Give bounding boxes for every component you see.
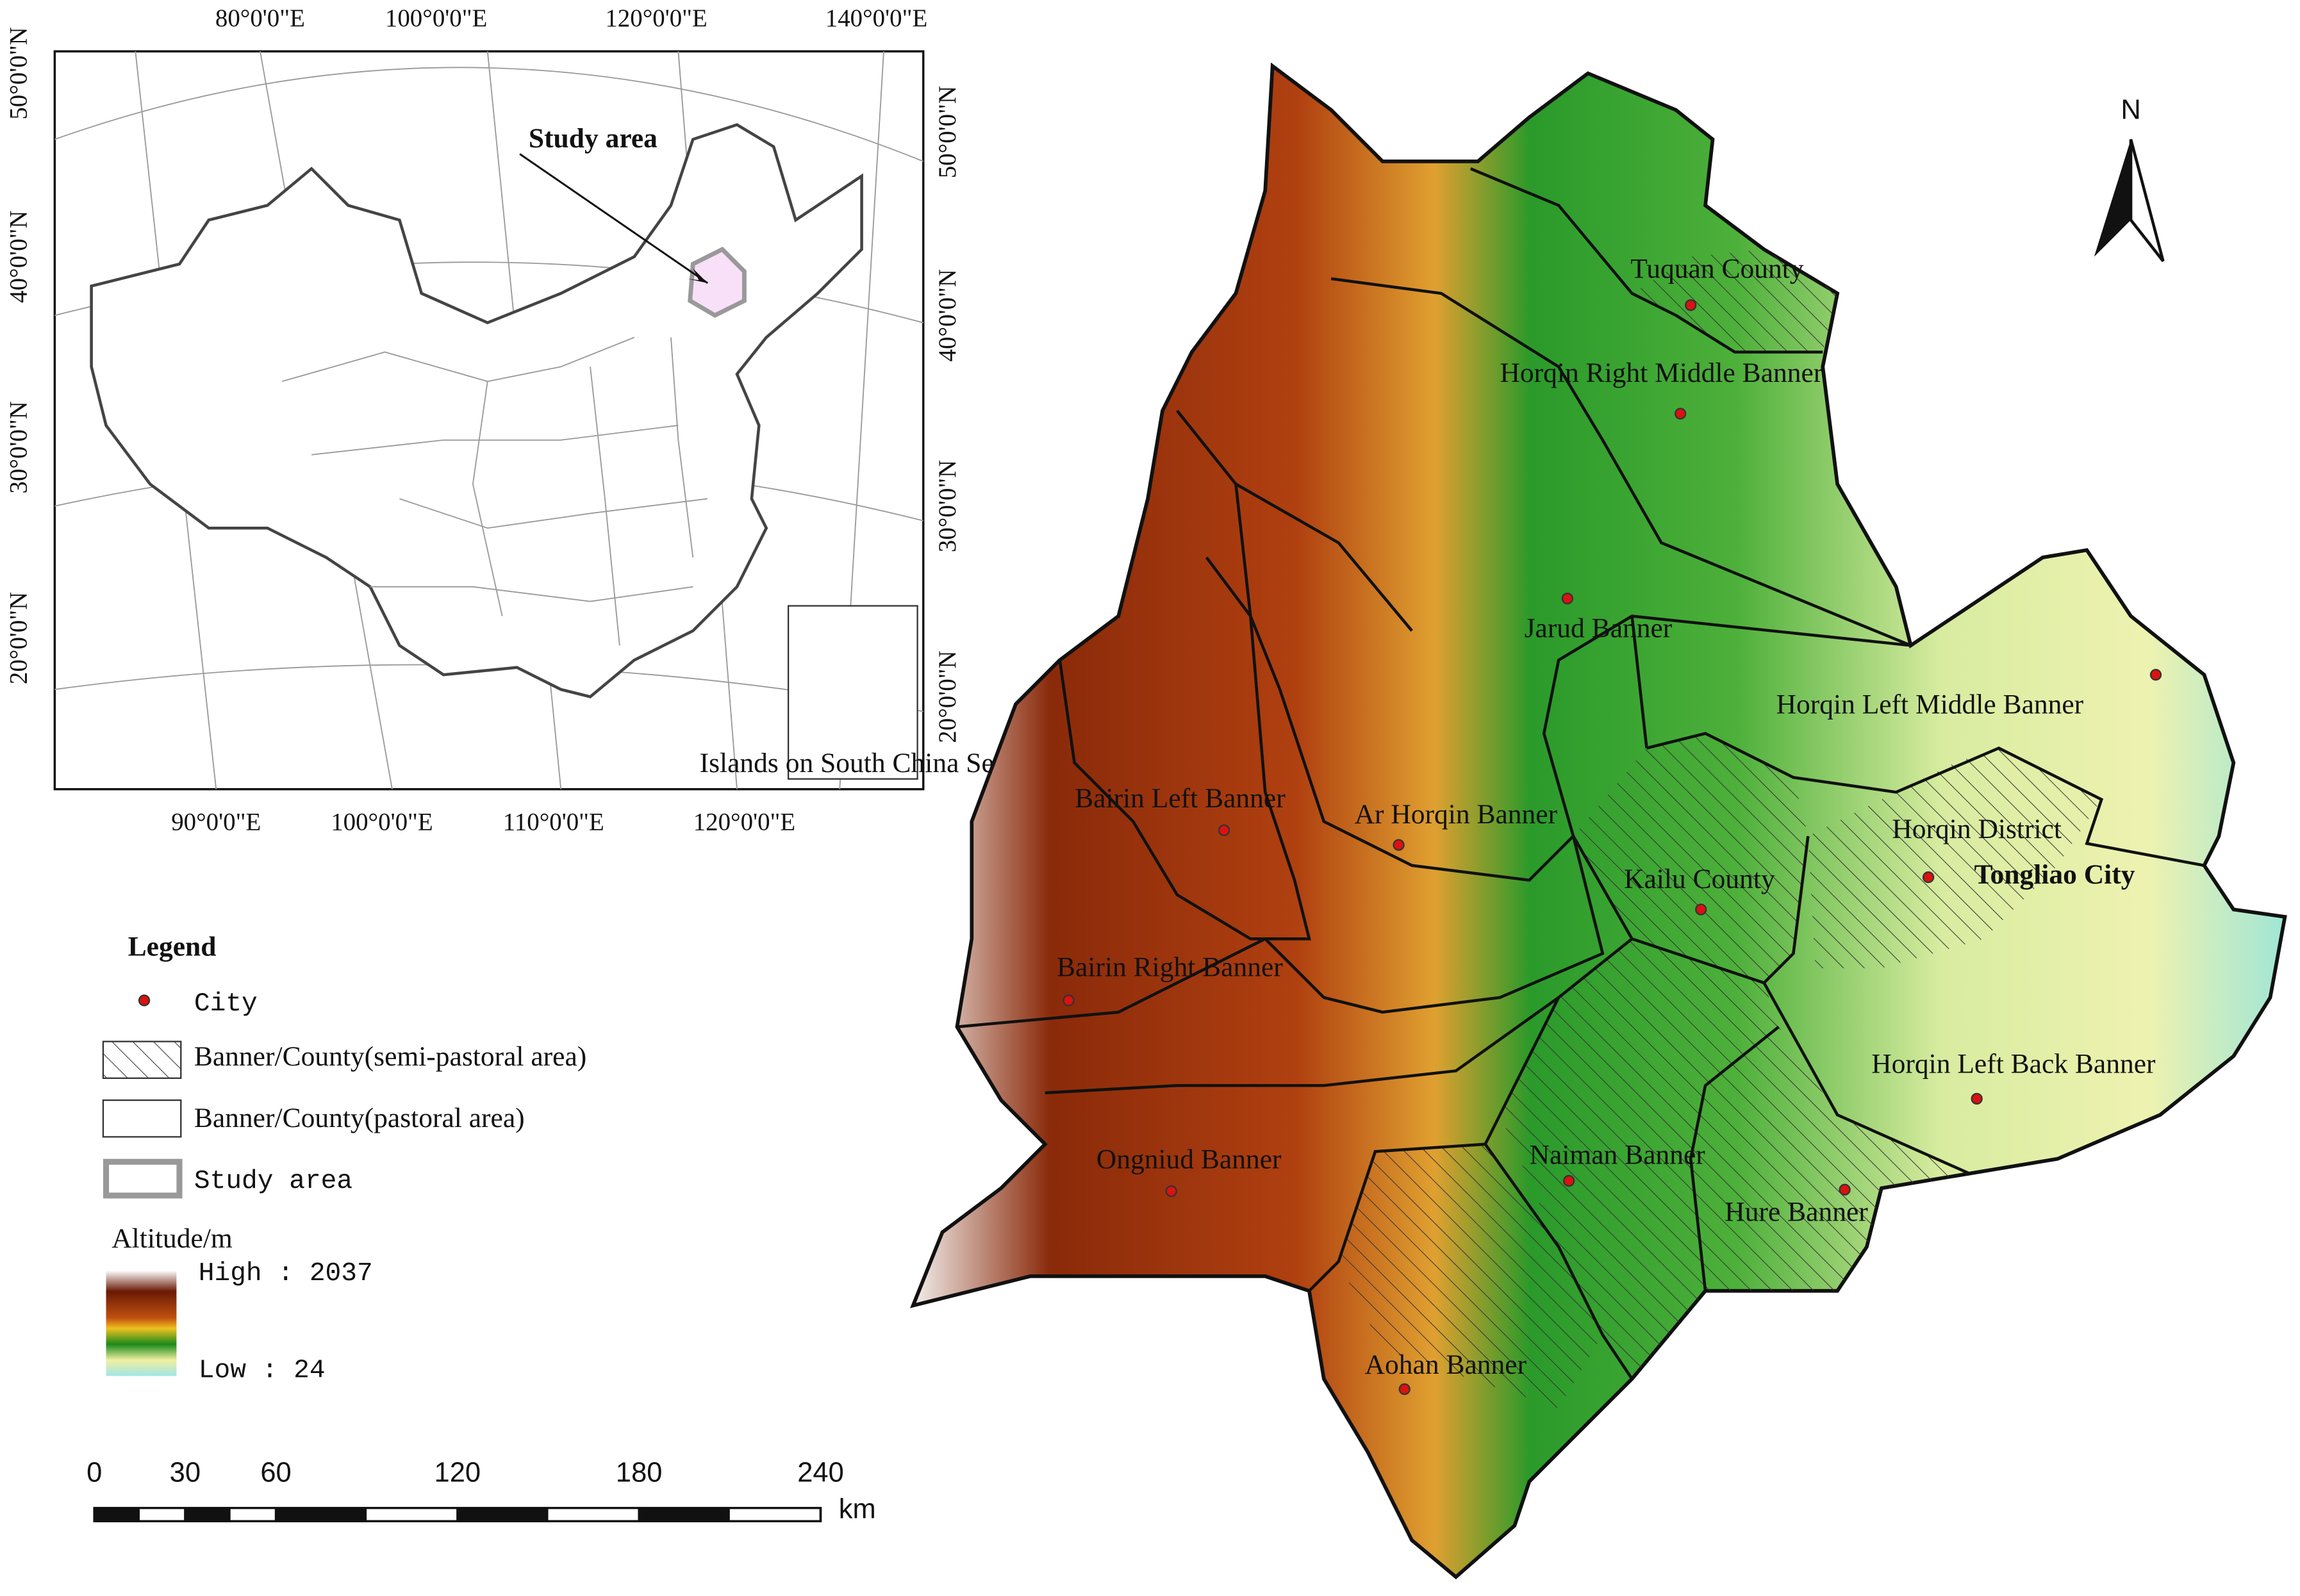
china-outline bbox=[90, 123, 863, 699]
place-label: Horqin Left Back Banner bbox=[1871, 1048, 2156, 1079]
lon-label: 140°0'0"E bbox=[825, 4, 927, 32]
place-label: Horqin District bbox=[1892, 814, 2062, 844]
place-label: Tongliao City bbox=[1974, 859, 2135, 890]
place-label: Ongniud Banner bbox=[1096, 1144, 1282, 1174]
scale-label: 0 bbox=[87, 1457, 102, 1488]
city-dot bbox=[1685, 299, 1697, 311]
city-dot bbox=[1398, 1383, 1411, 1395]
city-dot bbox=[1675, 407, 1687, 420]
lat-label: 50°0'0"N bbox=[934, 86, 961, 178]
hatched-area bbox=[1573, 733, 1808, 983]
scale-segment bbox=[276, 1508, 367, 1522]
city-dot bbox=[1561, 592, 1574, 605]
place-label: Naiman Banner bbox=[1530, 1139, 1706, 1170]
lon-label: 120°0'0"E bbox=[605, 4, 707, 32]
lon-label: 90°0'0"E bbox=[171, 809, 261, 836]
scale-label: 180 bbox=[616, 1457, 663, 1488]
scale-label: 240 bbox=[797, 1457, 844, 1488]
scale-label: 30 bbox=[170, 1457, 201, 1488]
place-label: Bairin Right Banner bbox=[1057, 951, 1283, 982]
legend-item: Study area bbox=[194, 1167, 352, 1196]
legend-item: Banner/County(pastoral area) bbox=[194, 1103, 525, 1133]
city-dot bbox=[1393, 839, 1405, 851]
lon-label: 80°0'0"E bbox=[215, 4, 305, 32]
place-label: Aohan Banner bbox=[1365, 1349, 1527, 1380]
city-dot bbox=[1218, 824, 1230, 837]
study-area-patch bbox=[688, 247, 747, 318]
lon-label: 100°0'0"E bbox=[331, 809, 433, 836]
hatched-area bbox=[1632, 249, 1838, 352]
city-dot bbox=[1971, 1092, 1983, 1105]
legend: Legend City Banner/County(semi-pastoral … bbox=[102, 931, 586, 1385]
city-dot bbox=[1839, 1183, 1851, 1196]
city-dot bbox=[1563, 1174, 1575, 1187]
lat-label: 50°0'0"N bbox=[5, 27, 33, 119]
scale-segment bbox=[457, 1508, 549, 1522]
altitude-high: High : 2037 bbox=[199, 1259, 373, 1288]
lat-label: 30°0'0"N bbox=[934, 460, 961, 552]
scale-segment bbox=[639, 1508, 730, 1522]
province-lines bbox=[281, 336, 708, 646]
city-dot bbox=[2149, 669, 2162, 681]
hatch-swatch bbox=[102, 1041, 182, 1079]
legend-title: Legend bbox=[128, 931, 217, 962]
legend-item: City bbox=[194, 989, 258, 1019]
scale-segment bbox=[94, 1508, 140, 1522]
scale-label: 60 bbox=[260, 1457, 291, 1488]
lon-label: 110°0'0"E bbox=[503, 809, 604, 836]
north-arrow bbox=[2129, 138, 2165, 262]
inset-map: Study area Islands on South China Sea bbox=[53, 50, 1006, 791]
place-label: Horqin Left Middle Banner bbox=[1776, 689, 2084, 720]
scale-unit: km bbox=[839, 1494, 876, 1525]
lat-label: 40°0'0"N bbox=[934, 269, 961, 361]
lat-label: 30°0'0"N bbox=[5, 401, 33, 493]
hatched-area bbox=[1338, 1144, 1603, 1408]
city-dot bbox=[1063, 994, 1075, 1007]
place-label: Bairin Left Banner bbox=[1075, 783, 1286, 814]
hatched-area bbox=[1691, 1026, 1970, 1291]
study-area-label: Study area bbox=[529, 123, 658, 154]
box-caption: Islands on South China Sea bbox=[700, 748, 1006, 778]
scale-label: 120 bbox=[434, 1457, 481, 1488]
pointer-head bbox=[687, 268, 708, 283]
scale-segment bbox=[185, 1508, 231, 1522]
lat-label: 20°0'0"N bbox=[5, 592, 33, 684]
north-arrow bbox=[2094, 139, 2131, 257]
lon-label: 100°0'0"E bbox=[385, 4, 487, 32]
place-label: Hure Banner bbox=[1725, 1197, 1868, 1228]
study-swatch bbox=[103, 1158, 183, 1199]
city-dot bbox=[1165, 1185, 1177, 1197]
pointer bbox=[519, 153, 709, 284]
place-label: Tuquan County bbox=[1630, 254, 1804, 284]
place-label: Ar Horqin Banner bbox=[1355, 799, 1558, 830]
altitude-low: Low : 24 bbox=[199, 1356, 326, 1385]
altitude-ramp bbox=[106, 1270, 177, 1376]
lat-label: 20°0'0"N bbox=[934, 650, 961, 743]
south-sea-box bbox=[787, 605, 918, 780]
place-label: Jarud Banner bbox=[1525, 613, 1673, 643]
plain-swatch bbox=[102, 1099, 182, 1138]
altitude-title: Altitude/m bbox=[112, 1223, 233, 1254]
lon-label: 120°0'0"E bbox=[693, 809, 795, 836]
hatched-area bbox=[1808, 748, 2102, 969]
city-dot bbox=[1695, 903, 1707, 916]
north-label: N bbox=[2121, 94, 2140, 125]
place-label: Kailu County bbox=[1624, 864, 1775, 894]
lat-label: 40°0'0"N bbox=[5, 210, 33, 302]
city-dot bbox=[1922, 871, 1935, 884]
legend-item: Banner/County(semi-pastoral area) bbox=[194, 1041, 586, 1072]
city-symbol bbox=[138, 994, 151, 1007]
place-label: Horqin Right Middle Banner bbox=[1500, 358, 1823, 388]
boundaries bbox=[957, 167, 2205, 1380]
